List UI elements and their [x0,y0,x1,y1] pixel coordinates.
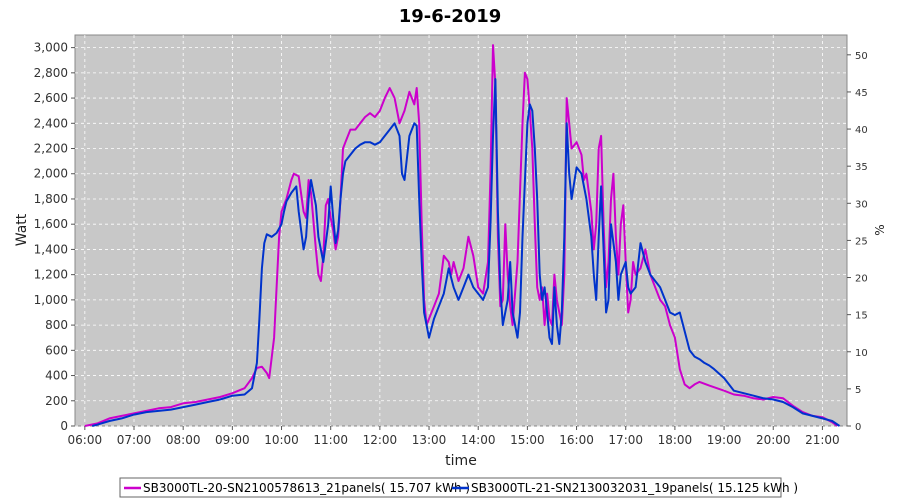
y-axis-title: Watt [14,213,30,246]
series-lines [84,44,841,427]
y2-axis-title: % [873,224,887,235]
y2-tick-label: 20 [855,274,868,285]
y2-tick-label: 10 [855,348,868,359]
y-tick-label: 1,200 [34,268,68,282]
y-tick-label: 600 [45,343,68,357]
y-tick-label: 2,200 [34,142,68,156]
grid-lines [75,35,847,427]
x-tick-label: 20:00 [756,433,791,447]
plot-area [74,34,848,427]
chart-title: 19-6-2019 [399,6,502,27]
x-tick-label: 16:00 [559,433,594,447]
y2-tick-label: 15 [855,311,868,322]
y-tick-label: 2,600 [34,91,68,105]
y2-tick-label: 50 [855,51,868,62]
x-tick-label: 18:00 [658,433,693,447]
y-tick-label: 400 [45,369,68,383]
y-axis-ticks: 0 200 400 600 800 1,000 1,200 1,400 1,600 1,800 2,… [34,41,75,433]
x-tick-label: 11:00 [313,433,348,447]
y2-tick-label: 30 [855,199,868,210]
x-tick-label: 21:00 [805,433,840,447]
y-tick-label: 3,000 [34,41,68,55]
x-tick-label: 15:00 [510,433,545,447]
legend-box [119,477,782,498]
x-tick-label: 12:00 [363,433,398,447]
y-tick-label: 1,600 [34,217,68,231]
x-tick-label: 08:00 [166,433,201,447]
x-axis-ticks: 06:00 07:00 08:00 09:00 10:00 11:00 12:00 13:00… [68,426,840,447]
y2-tick-label: 40 [855,125,868,136]
y-tick-label: 800 [45,318,68,332]
y-tick-label: 2,800 [34,66,68,80]
x-tick-label: 14:00 [461,433,496,447]
y-tick-label: 2,000 [34,167,68,181]
y2-tick-label: 25 [855,236,868,247]
y-tick-label: 2,400 [34,116,68,130]
x-tick-label: 09:00 [215,433,250,447]
y-tick-label: 1,800 [34,192,68,206]
x-tick-label: 13:00 [412,433,447,447]
y2-tick-label: 0 [855,422,861,433]
chart-legend: SB3000TL-20-SN2100578613_21panels( 15.70… [119,477,798,498]
y2-axis-ticks: 0 5 10 15 20 25 30 35 40 45 50 [847,51,868,433]
y-tick-label: 200 [45,394,68,408]
series-line-2 [91,78,841,427]
x-tick-label: 07:00 [117,433,152,447]
x-tick-label: 17:00 [608,433,643,447]
y-tick-label: 1,000 [34,293,68,307]
x-axis-title: time [445,453,477,469]
legend-label-series-2: SB3000TL-21-SN2130032031_19panels( 15.12… [471,481,798,495]
y2-tick-label: 45 [855,88,868,99]
legend-label-series-1: SB3000TL-20-SN2100578613_21panels( 15.70… [143,481,470,495]
y-tick-label: 1,400 [34,242,68,256]
y-tick-label: 0 [60,419,68,433]
x-tick-label: 10:00 [264,433,299,447]
x-tick-label: 06:00 [68,433,103,447]
x-tick-label: 19:00 [707,433,742,447]
y2-tick-label: 5 [855,385,861,396]
y2-tick-label: 35 [855,162,868,173]
